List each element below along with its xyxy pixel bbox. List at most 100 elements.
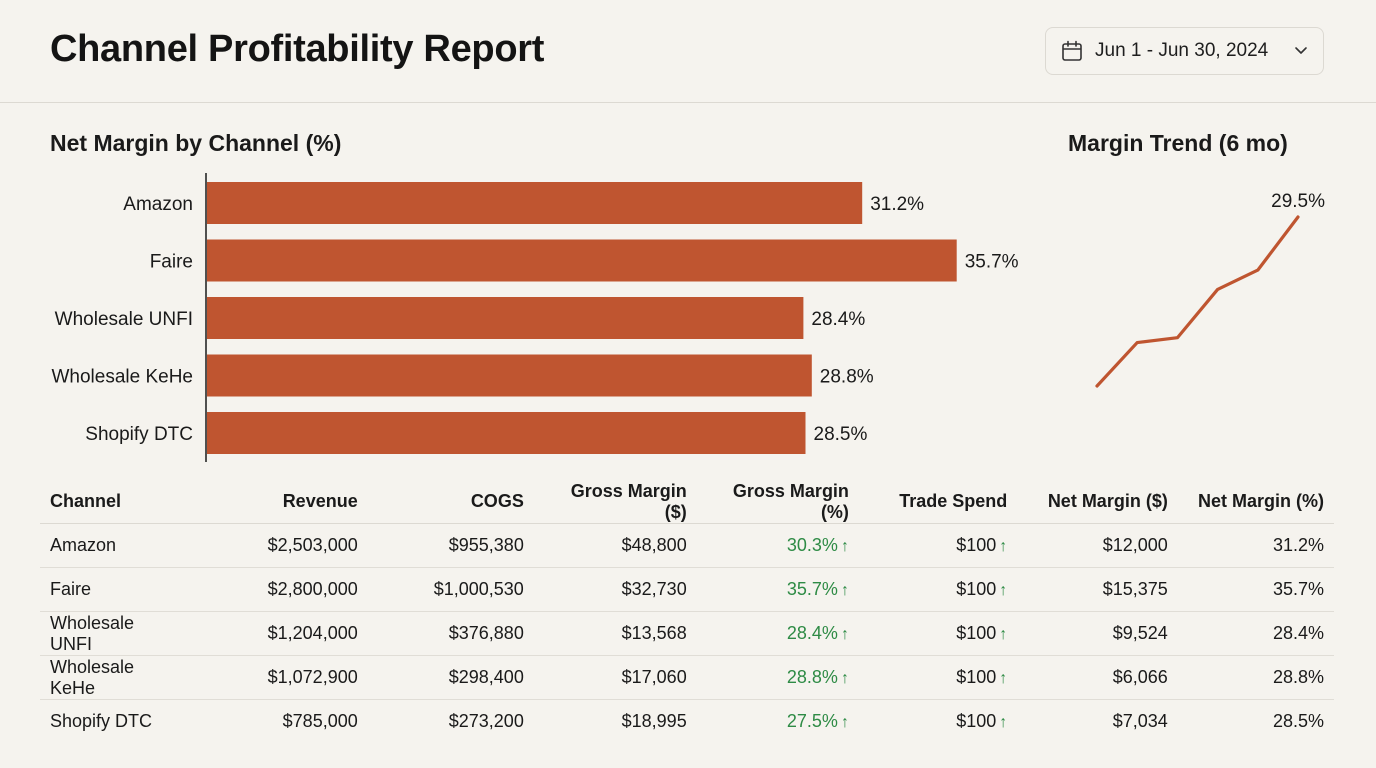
cell-gross-margin-pct-value: 30.3%: [786, 535, 838, 555]
trend-line: [1095, 215, 1300, 388]
cell-cogs: $298,400: [367, 655, 534, 700]
cell-revenue: $785,000: [180, 700, 368, 744]
cell-channel: Faire: [40, 567, 180, 612]
cell-revenue: $2,503,000: [179, 523, 368, 568]
arrow-up-icon: ↑: [999, 626, 1008, 643]
arrow-up-icon: ↑: [999, 714, 1008, 731]
arrow-up-icon: ↑: [840, 538, 849, 555]
cell-net-margin-usd-value: $9,524: [1112, 623, 1168, 643]
cell-trade-spend: $100 ↑: [858, 611, 1018, 656]
date-range-label: Jun 1 - Jun 30, 2024: [1095, 40, 1269, 61]
cell-cogs: $1,000,530: [367, 567, 534, 612]
cell-channel: Amazon: [40, 523, 180, 568]
cell-revenue-value: $1,204,000: [267, 623, 358, 643]
cell-revenue-value: $2,503,000: [267, 535, 358, 555]
cell-revenue: $1,072,900: [179, 655, 368, 700]
bar-amazon: [207, 182, 863, 224]
category-label: Wholesale UNFI: [55, 309, 193, 330]
channel-profitability-table: Channel Revenue COGS Gross Margin ($) Gross …: [40, 480, 1334, 743]
cell-net-margin-pct-value: 35.7%: [1272, 579, 1324, 599]
page-title: Channel Profitability Report: [50, 28, 545, 70]
cell-gross-margin-pct: 28.4% ↑: [696, 611, 859, 656]
cell-cogs-value: $376,880: [448, 623, 524, 643]
arrow-up-icon: ↑: [999, 582, 1008, 599]
arrow-up-icon: ↑: [840, 626, 849, 643]
chevron-down-icon: [1295, 47, 1307, 54]
cell-trade-spend: $100 ↑: [859, 700, 1017, 744]
cell-channel-value: Faire: [50, 579, 92, 599]
trend-end-label: 29.5%: [1271, 191, 1325, 212]
data-label: 35.7%: [965, 252, 1019, 273]
table-row: Faire $2,800,000 $1,000,530 $32,730 35.7% ↑ $1…: [40, 567, 1334, 612]
bar-faire: [207, 239, 957, 282]
bar-wholesale-unfi: [207, 297, 804, 339]
bar-chart-title: Net Margin by Channel (%): [50, 130, 342, 156]
data-label: 28.8%: [820, 367, 874, 388]
cell-gross-margin-usd-value: $32,730: [621, 579, 687, 599]
arrow-up-icon: ↑: [840, 714, 849, 731]
cell-channel: Wholesale UNFI: [40, 611, 180, 656]
cell-revenue-value: $785,000: [282, 711, 358, 731]
date-range-picker[interactable]: Jun 1 - Jun 30, 2024: [1045, 27, 1324, 75]
table-header-row: Channel Revenue COGS Gross Margin ($) Gross …: [40, 480, 1334, 524]
cell-net-margin-usd: $6,066: [1017, 655, 1178, 700]
cell-channel-value: Wholesale UNFI: [50, 612, 135, 654]
trend-chart-title: Margin Trend (6 mo): [1068, 130, 1288, 156]
column-header-gross-margin-usd[interactable]: Gross Margin ($): [533, 480, 697, 524]
arrow-up-icon: ↑: [840, 670, 849, 687]
cell-gross-margin-pct: 35.7% ↑: [696, 567, 859, 612]
cell-trade-spend-value: $100: [956, 711, 997, 731]
cell-channel-value: Shopify DTC: [50, 711, 153, 731]
cell-net-margin-pct-value: 31.2%: [1272, 535, 1324, 555]
column-header-trade-spend[interactable]: Trade Spend: [858, 480, 1018, 524]
cell-revenue-value: $2,800,000: [267, 579, 358, 599]
data-label: 31.2%: [870, 194, 924, 215]
cell-net-margin-usd: $9,524: [1017, 611, 1178, 656]
column-header-gross-margin-pct[interactable]: Gross Margin (%): [696, 480, 859, 524]
column-header-channel[interactable]: Channel: [40, 480, 180, 524]
bar-shopify-dtc: [207, 412, 806, 454]
cell-gross-margin-usd: $18,995: [534, 700, 697, 744]
column-header-revenue[interactable]: Revenue: [179, 480, 368, 524]
cell-trade-spend-value: $100: [956, 623, 997, 643]
column-header-cogs[interactable]: COGS: [367, 480, 534, 524]
cell-cogs-value: $298,400: [448, 667, 524, 687]
cell-net-margin-pct: 28.4%: [1177, 611, 1334, 656]
cell-net-margin-pct-value: 28.8%: [1272, 667, 1324, 687]
cell-channel: Wholesale KeHe: [40, 655, 180, 700]
cell-gross-margin-usd: $13,568: [533, 611, 697, 656]
cell-gross-margin-usd-value: $18,995: [621, 711, 687, 731]
category-label: Wholesale KeHe: [51, 367, 193, 388]
cell-gross-margin-usd: $48,800: [533, 523, 697, 568]
cell-revenue: $2,800,000: [179, 567, 368, 612]
arrow-up-icon: ↑: [840, 582, 849, 599]
cell-cogs-value: $273,200: [448, 711, 524, 731]
table-row: Amazon $2,503,000 $955,380 $48,800 30.3% ↑ $10…: [40, 523, 1334, 568]
column-header-net-margin-pct[interactable]: Net Margin (%): [1177, 480, 1334, 524]
table-row: Wholesale KeHe $1,072,900 $298,400 $17,060 2…: [40, 655, 1334, 700]
cell-cogs: $955,380: [367, 523, 534, 568]
bar-wholesale-kehe: [207, 354, 812, 397]
cell-net-margin-usd: $7,034: [1017, 700, 1178, 744]
cell-trade-spend: $100 ↑: [858, 523, 1018, 568]
cell-net-margin-usd-value: $12,000: [1102, 535, 1168, 555]
cell-cogs: $376,880: [367, 611, 534, 656]
column-header-net-margin-usd[interactable]: Net Margin ($): [1017, 480, 1178, 524]
cell-gross-margin-usd-value: $13,568: [621, 623, 687, 643]
cell-gross-margin-pct: 30.3% ↑: [696, 523, 859, 568]
arrow-up-icon: ↑: [999, 670, 1008, 687]
cell-channel-value: Amazon: [50, 535, 117, 555]
cell-net-margin-pct-value: 28.4%: [1272, 623, 1324, 643]
calendar-icon: [1062, 40, 1082, 61]
arrow-up-icon: ↑: [999, 538, 1008, 555]
cell-gross-margin-usd-value: $48,800: [621, 535, 687, 555]
cell-gross-margin-pct-value: 35.7%: [786, 579, 838, 599]
cell-net-margin-pct: 35.7%: [1177, 567, 1334, 612]
cell-net-margin-pct: 31.2%: [1177, 523, 1334, 568]
page-header: Channel Profitability Report Jun 1 - Jun…: [0, 0, 1376, 103]
cell-net-margin-pct: 28.5%: [1178, 700, 1334, 744]
cell-cogs: $273,200: [368, 700, 534, 744]
category-label: Faire: [150, 252, 193, 273]
net-margin-bar-chart: Amazon 31.2% Faire 35.7% Wholesale UNFI 28.4%…: [51, 173, 1019, 462]
cell-trade-spend-value: $100: [956, 579, 997, 599]
